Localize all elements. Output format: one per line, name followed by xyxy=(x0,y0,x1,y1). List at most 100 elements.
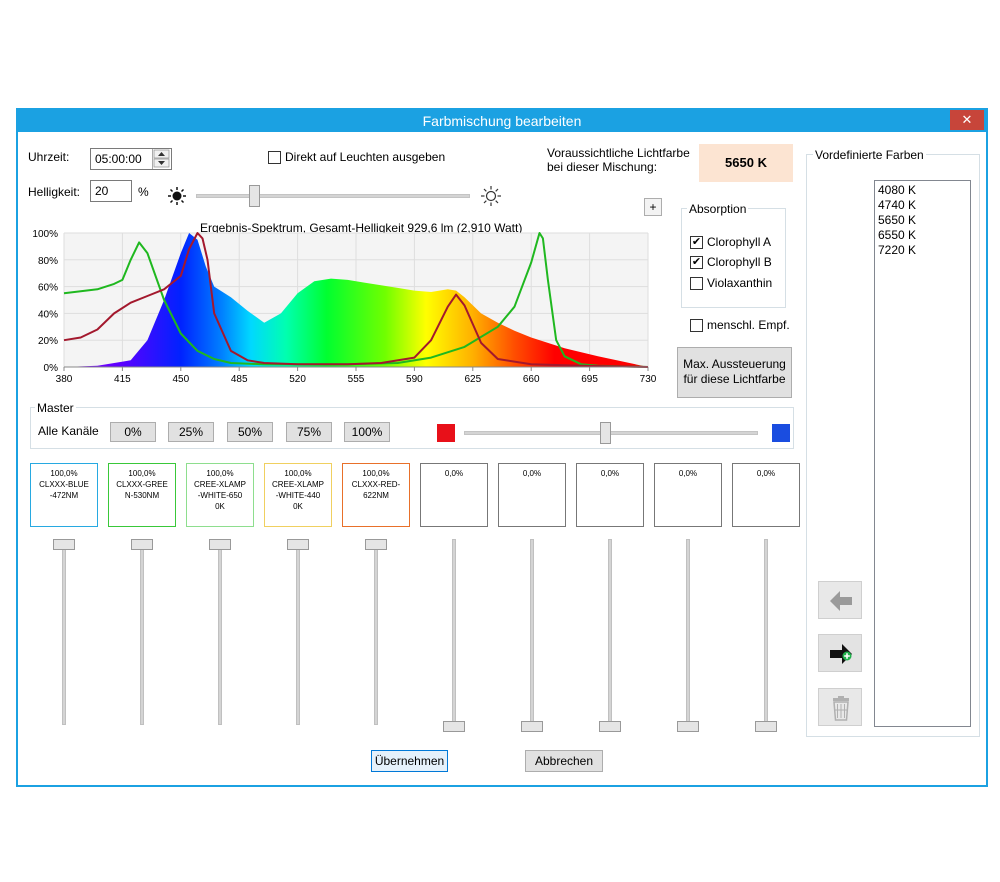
spectrum-chart: 0% 20% 40% 60% 80% 100% 380 415 450 485 520 555 590 6… xyxy=(32,230,656,385)
channel-slider-thumb[interactable] xyxy=(365,539,387,550)
brightness-label: Helligkeit: xyxy=(28,185,81,199)
channel-percent: 0,0% xyxy=(600,469,620,478)
x-tick-label: 625 xyxy=(464,374,481,385)
channel-name-line: 0K xyxy=(215,502,225,511)
arrow-right-add-icon xyxy=(830,644,852,664)
channel-slider-track[interactable] xyxy=(764,539,768,725)
cancel-button[interactable]: Abbrechen xyxy=(525,750,603,772)
max-output-button[interactable]: Max. Aussteuerung für diese Lichtfarbe xyxy=(677,347,792,398)
channel-slider-thumb[interactable] xyxy=(599,721,621,732)
x-tick-label: 555 xyxy=(348,374,365,385)
brightness-slider-thumb[interactable] xyxy=(248,185,260,207)
channel-box: 100,0% CLXXX-RED- 622NM xyxy=(342,463,410,527)
channel-slider-track[interactable] xyxy=(218,539,222,725)
channel-box: 0,0% xyxy=(654,463,722,527)
absorption-title: Absorption xyxy=(687,202,749,216)
brightness-slider-track[interactable] xyxy=(196,194,470,198)
channel-slider-thumb[interactable] xyxy=(443,721,465,732)
y-tick-label: 100% xyxy=(32,230,58,240)
human-sensitivity-label: menschl. Empf. xyxy=(707,318,790,332)
channel-slider-thumb[interactable] xyxy=(677,721,699,732)
channel-percent: 0,0% xyxy=(756,469,776,478)
channel-percent: 0,0% xyxy=(522,469,542,478)
preset-100-button[interactable]: 100% xyxy=(344,422,390,442)
y-tick-label: 80% xyxy=(38,256,58,267)
channel-slider-track[interactable] xyxy=(62,539,66,725)
expected-color-value: 5650 K xyxy=(699,144,793,182)
time-input[interactable]: 05:00:00 xyxy=(90,148,172,170)
time-label: Uhrzeit: xyxy=(28,150,70,164)
channel-name-line: CREE-XLAMP xyxy=(271,480,324,489)
channel-slider-track[interactable] xyxy=(608,539,612,725)
delete-color-button[interactable] xyxy=(818,688,862,726)
time-spinner[interactable] xyxy=(152,149,170,169)
channel-slider-track[interactable] xyxy=(140,539,144,725)
series-line-red xyxy=(63,232,649,368)
close-button[interactable]: ✕ xyxy=(950,110,984,130)
all-channels-label: Alle Kanäle xyxy=(38,424,99,438)
list-item[interactable]: 5650 K xyxy=(878,213,917,227)
list-item[interactable]: 6550 K xyxy=(878,228,917,242)
x-tick-label: 660 xyxy=(523,374,540,385)
color-balance-slider-track[interactable] xyxy=(464,431,758,435)
list-item[interactable]: 4080 K xyxy=(878,183,917,197)
channel-slider-track[interactable] xyxy=(374,539,378,725)
channel-box: 0,0% xyxy=(420,463,488,527)
trash-icon xyxy=(833,696,849,721)
channel-slider-track[interactable] xyxy=(530,539,534,725)
channel-slider-thumb[interactable] xyxy=(209,539,231,550)
x-tick-label: 450 xyxy=(172,374,189,385)
preset-25-button[interactable]: 25% xyxy=(168,422,214,442)
channel-slider-track[interactable] xyxy=(296,539,300,725)
preset-50-button[interactable]: 50% xyxy=(227,422,273,442)
sun-dark-icon xyxy=(168,187,186,205)
list-item[interactable]: 7220 K xyxy=(878,243,917,257)
channel-slider-thumb[interactable] xyxy=(53,539,75,550)
red-swatch xyxy=(437,424,455,442)
x-tick-label: 415 xyxy=(114,374,131,385)
channel-slider-track[interactable] xyxy=(686,539,690,725)
channel-percent: 100,0% xyxy=(50,469,78,478)
channel-slider-thumb[interactable] xyxy=(131,539,153,550)
y-tick-label: 20% xyxy=(38,336,58,347)
channel-name-line: CLXXX-RED- xyxy=(351,480,401,489)
expand-plus-button[interactable]: + xyxy=(644,198,662,216)
x-tick-label: 590 xyxy=(406,374,423,385)
blue-swatch xyxy=(772,424,790,442)
clorophyll-b-checkbox[interactable]: ✔ xyxy=(690,256,703,269)
channel-percent: 0,0% xyxy=(678,469,698,478)
preset-75-button[interactable]: 75% xyxy=(286,422,332,442)
clorophyll-a-checkbox[interactable]: ✔ xyxy=(690,236,703,249)
preset-0-button[interactable]: 0% xyxy=(110,422,156,442)
channel-box: 100,0% CREE-XLAMP -WHITE-650 0K xyxy=(186,463,254,527)
spectrum-area xyxy=(64,233,648,367)
master-title: Master xyxy=(35,401,76,415)
arrow-left-icon xyxy=(830,591,852,611)
window-title: Farbmischung bearbeiten xyxy=(422,113,582,129)
direct-output-label: Direkt auf Leuchten ausgeben xyxy=(285,150,446,164)
channel-name-line: 0K xyxy=(293,502,303,511)
clorophyll-b-label: Clorophyll B xyxy=(707,255,772,269)
predefined-list[interactable]: 4080 K 4740 K 5650 K 6550 K 7220 K xyxy=(874,180,971,727)
expected-color-label-1: Voraussichtliche Lichtfarbe xyxy=(547,146,690,160)
x-tick-label: 695 xyxy=(581,374,598,385)
channel-box: 0,0% xyxy=(732,463,800,527)
channel-slider-thumb[interactable] xyxy=(287,539,309,550)
channel-box: 100,0% CLXXX-GREE N-530NM xyxy=(108,463,176,527)
direct-output-checkbox[interactable] xyxy=(268,151,281,164)
chart-title: Ergebnis-Spektrum, Gesamt-Helligkeit 929… xyxy=(200,221,523,235)
save-color-button[interactable] xyxy=(818,634,862,672)
brightness-input[interactable]: 20 xyxy=(90,180,132,202)
channel-slider-thumb[interactable] xyxy=(521,721,543,732)
max-output-line1: Max. Aussteuerung xyxy=(683,357,786,371)
human-sensitivity-checkbox[interactable] xyxy=(690,319,703,332)
color-balance-slider-thumb[interactable] xyxy=(599,422,611,444)
master-group xyxy=(30,407,794,449)
channel-slider-track[interactable] xyxy=(452,539,456,725)
apply-button[interactable]: Übernehmen xyxy=(371,750,448,772)
channel-slider-thumb[interactable] xyxy=(755,721,777,732)
dialog-window: Farbmischung bearbeiten ✕ Uhrzeit: 05:00… xyxy=(16,108,988,787)
load-color-button[interactable] xyxy=(818,581,862,619)
list-item[interactable]: 4740 K xyxy=(878,198,917,212)
violaxanthin-checkbox[interactable] xyxy=(690,277,703,290)
